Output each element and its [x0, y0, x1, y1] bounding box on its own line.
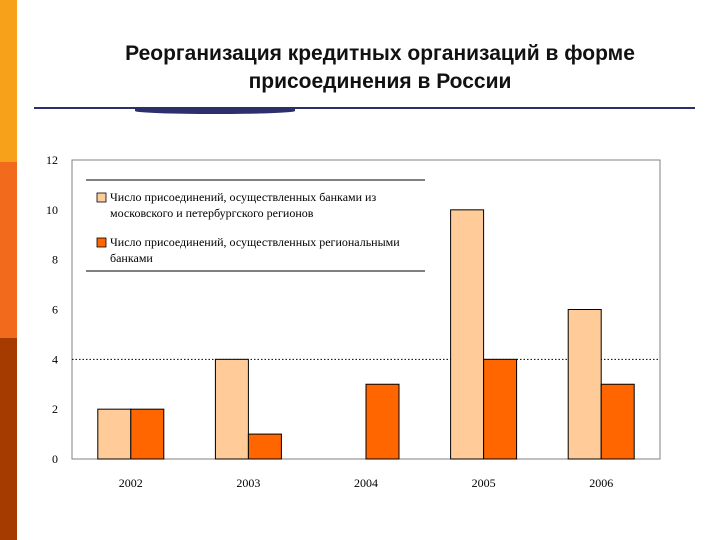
bar-moscow-spb — [214, 358, 249, 460]
slide-title-line-1: Реорганизация кредитных организаций в фо… — [125, 42, 635, 65]
x-tick-label: 2006 — [589, 476, 613, 490]
legend-swatch-moscow-spb — [96, 192, 107, 203]
slide-title: Реорганизация кредитных организаций в фо… — [40, 40, 720, 96]
title-rule-accent — [135, 108, 295, 114]
bar-regional — [483, 358, 518, 460]
bar-regional — [130, 408, 165, 460]
x-tick-label: 2003 — [236, 476, 260, 490]
y-tick-label: 12 — [46, 153, 58, 167]
legend-label-moscow-spb: московского и петербургского регионов — [110, 206, 314, 220]
legend-label-regional: банками — [110, 251, 153, 265]
side-strip-bottom — [0, 338, 17, 540]
side-strip-top — [0, 0, 17, 162]
x-tick-label: 2005 — [472, 476, 496, 490]
bar-regional — [247, 433, 282, 460]
y-tick-label: 8 — [52, 253, 58, 267]
legend-label-moscow-spb: Число присоединений, осуществленных банк… — [110, 190, 376, 204]
bar-regional — [365, 383, 400, 460]
x-tick-label: 2004 — [354, 476, 378, 490]
y-tick-label: 6 — [52, 303, 58, 317]
slide-title-line-2: присоединения в России — [248, 70, 512, 93]
y-tick-label: 0 — [52, 452, 58, 466]
title-rule — [34, 107, 695, 109]
side-strip-middle — [0, 162, 17, 338]
bar-regional — [600, 383, 635, 460]
bar-moscow-spb — [567, 309, 602, 460]
x-tick-label: 2002 — [119, 476, 143, 490]
y-tick-label: 2 — [52, 402, 58, 416]
y-tick-label: 10 — [46, 203, 58, 217]
bar-moscow-spb — [97, 408, 132, 460]
legend-swatch-regional — [96, 237, 107, 248]
bar-moscow-spb — [450, 209, 485, 460]
legend-label-regional: Число присоединений, осуществленных реги… — [110, 235, 400, 249]
y-tick-label: 4 — [52, 352, 58, 366]
